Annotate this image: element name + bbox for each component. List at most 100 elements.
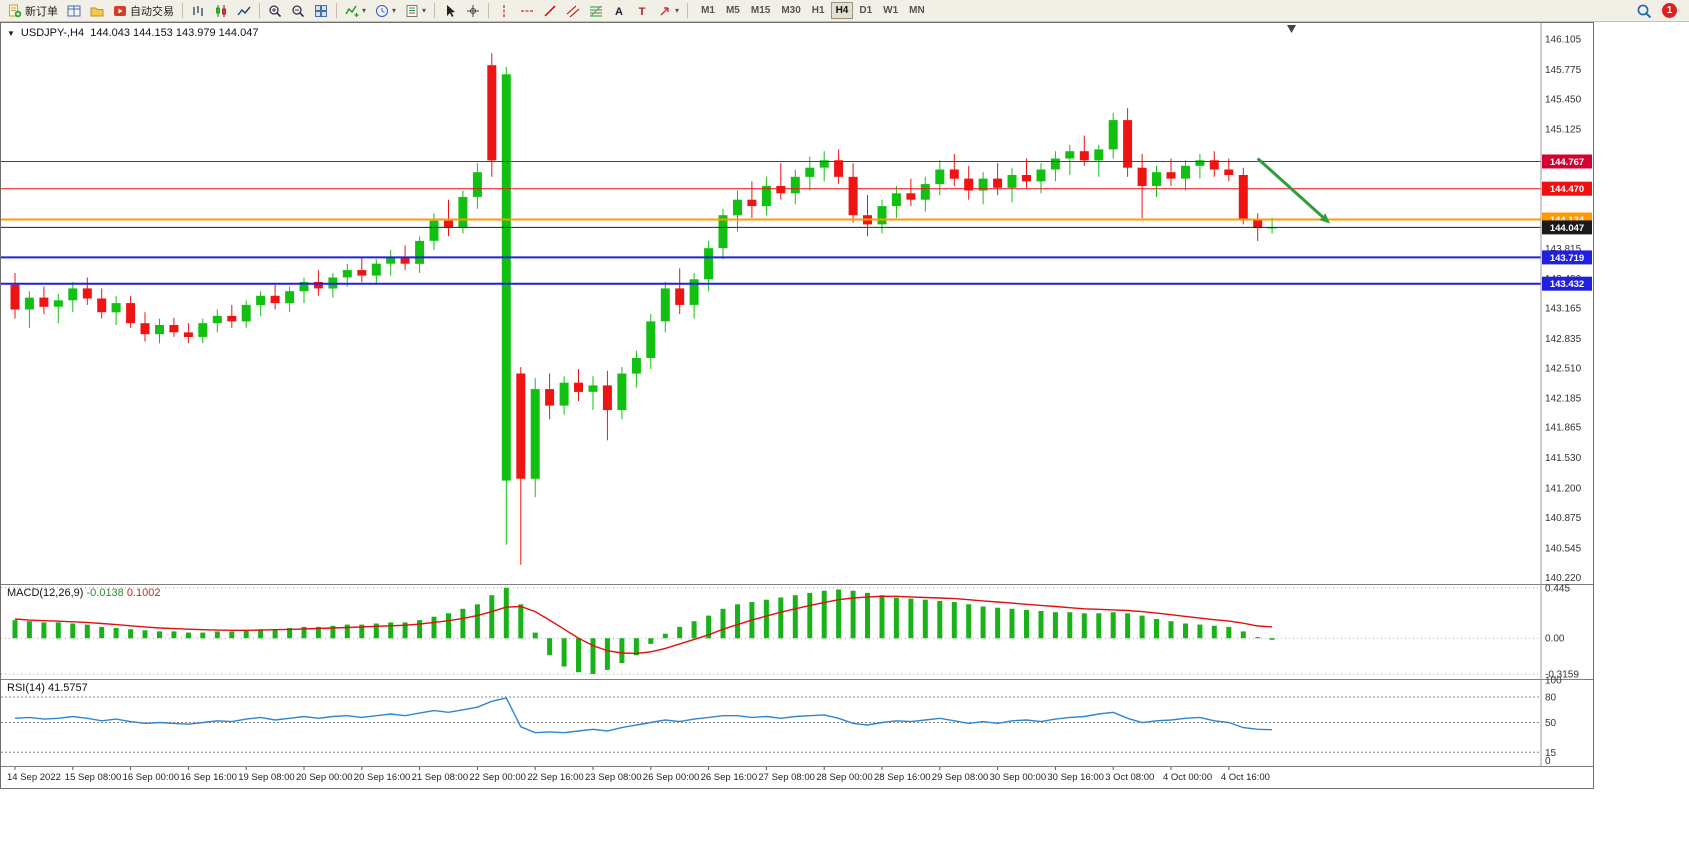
new-order-button[interactable]: 新订单	[4, 1, 62, 20]
one-click-collapse-button[interactable]: ▼	[7, 29, 15, 38]
zoom-in-button[interactable]	[264, 1, 286, 20]
svg-text:T: T	[639, 6, 646, 18]
timeframe-m15-button[interactable]: M15	[746, 2, 775, 19]
trendline-icon	[543, 4, 557, 18]
text-button[interactable]: A	[608, 1, 630, 20]
toolbar-right: 1	[1636, 3, 1685, 19]
svg-text:143.165: 143.165	[1545, 304, 1582, 315]
svg-text:143.719: 143.719	[1550, 253, 1584, 264]
chart-canvas[interactable]: 146.105145.775145.450145.125144.800144.4…	[1, 23, 1593, 788]
vertical-line-button[interactable]	[493, 1, 515, 20]
svg-text:141.200: 141.200	[1545, 483, 1582, 494]
timeframe-d1-button[interactable]: D1	[854, 2, 877, 19]
periods-button[interactable]: ▾	[371, 1, 400, 20]
toolbar-separator	[182, 3, 183, 18]
svg-text:141.530: 141.530	[1545, 453, 1582, 464]
svg-text:142.185: 142.185	[1545, 393, 1582, 404]
auto-trading-button[interactable]: 自动交易	[109, 1, 178, 20]
vline-icon	[497, 4, 511, 18]
timeframe-mn-button[interactable]: MN	[904, 2, 930, 19]
timeframe-m5-button[interactable]: M5	[721, 2, 745, 19]
search-icon[interactable]	[1636, 3, 1652, 19]
svg-text:28 Sep 16:00: 28 Sep 16:00	[874, 772, 931, 783]
line-chart-icon	[237, 4, 251, 18]
bar-chart-mode-button[interactable]	[187, 1, 209, 20]
svg-text:27 Sep 08:00: 27 Sep 08:00	[758, 772, 815, 783]
hline-price-badge	[1542, 276, 1592, 291]
timeframe-buttons: M1 M5 M15 M30 H1 H4 D1 W1 MN	[696, 2, 930, 19]
timeframe-w1-button[interactable]: W1	[878, 2, 903, 19]
text-icon: A	[612, 4, 626, 18]
chart-holder: 146.105145.775145.450145.125144.800144.4…	[1, 23, 1593, 788]
timeframe-m1-button[interactable]: M1	[696, 2, 720, 19]
arrows-button[interactable]: ▾	[654, 1, 683, 20]
toolbar-separator	[488, 3, 490, 18]
toolbar-separator	[434, 3, 436, 18]
svg-text:145.450: 145.450	[1545, 95, 1582, 106]
svg-text:A: A	[615, 6, 623, 18]
hline-price-badge	[1542, 154, 1592, 169]
market-watch-button[interactable]	[63, 1, 85, 20]
bar-chart-icon	[191, 4, 205, 18]
svg-text:144.047: 144.047	[1550, 223, 1584, 234]
svg-text:23 Sep 08:00: 23 Sep 08:00	[585, 772, 642, 783]
svg-text:146.105: 146.105	[1545, 35, 1582, 46]
svg-text:26 Sep 00:00: 26 Sep 00:00	[643, 772, 700, 783]
notification-badge[interactable]: 1	[1662, 3, 1677, 18]
horizontal-line-button[interactable]	[516, 1, 538, 20]
svg-text:30 Sep 00:00: 30 Sep 00:00	[990, 772, 1047, 783]
chart-shift-marker[interactable]	[1287, 25, 1296, 33]
indicators-button[interactable]: ▾	[341, 1, 370, 20]
svg-text:20 Sep 00:00: 20 Sep 00:00	[296, 772, 353, 783]
svg-text:144.767: 144.767	[1550, 157, 1584, 168]
dropdown-caret-icon: ▾	[675, 5, 680, 15]
macd-pane: 0.445 0.00 -0.3159	[1, 583, 1579, 681]
cursor-button[interactable]	[439, 1, 461, 20]
hline-price-badge	[1542, 181, 1592, 196]
svg-text:-0.3159: -0.3159	[1545, 670, 1579, 681]
timeframe-m30-button[interactable]: M30	[776, 2, 805, 19]
trendline-button[interactable]	[539, 1, 561, 20]
new-order-icon	[8, 4, 22, 18]
svg-text:140.220: 140.220	[1545, 573, 1582, 584]
svg-text:14 Sep 2022: 14 Sep 2022	[7, 772, 61, 783]
svg-text:15: 15	[1545, 748, 1557, 759]
zoom-out-icon	[291, 4, 305, 18]
candlestick-series	[10, 53, 1277, 565]
text-label-button[interactable]: T	[631, 1, 653, 20]
template-icon	[405, 4, 419, 18]
svg-text:142.510: 142.510	[1545, 364, 1582, 375]
svg-text:140.875: 140.875	[1545, 513, 1582, 524]
svg-text:0.00: 0.00	[1545, 634, 1565, 645]
time-axis: 14 Sep 2022 15 Sep 08:00 16 Sep 00:00 16 Se…	[7, 767, 1270, 783]
svg-text:140.545: 140.545	[1545, 543, 1582, 554]
svg-text:16 Sep 00:00: 16 Sep 00:00	[123, 772, 180, 783]
fibonacci-retracement-button[interactable]	[585, 1, 607, 20]
arrow-annotation[interactable]	[1256, 157, 1330, 224]
tile-windows-button[interactable]	[310, 1, 332, 20]
pane-separators	[1, 23, 1593, 767]
timeframe-h4-button[interactable]: H4	[830, 2, 854, 19]
timeframe-h1-button[interactable]: H1	[807, 2, 830, 19]
svg-text:4 Oct 16:00: 4 Oct 16:00	[1221, 772, 1270, 783]
auto-trading-label: 自动交易	[130, 5, 174, 18]
svg-text:22 Sep 16:00: 22 Sep 16:00	[527, 772, 584, 783]
navigator-icon	[90, 4, 104, 18]
hline-icon	[520, 4, 534, 18]
cursor-icon	[443, 4, 457, 18]
svg-text:26 Sep 16:00: 26 Sep 16:00	[701, 772, 758, 783]
navigator-button[interactable]	[86, 1, 108, 20]
zoom-out-button[interactable]	[287, 1, 309, 20]
svg-text:19 Sep 08:00: 19 Sep 08:00	[238, 772, 295, 783]
templates-button[interactable]: ▾	[401, 1, 430, 20]
svg-text:143.815: 143.815	[1545, 244, 1582, 255]
auto-trading-icon	[113, 4, 127, 18]
candle-chart-icon	[214, 4, 228, 18]
crosshair-button[interactable]	[462, 1, 484, 20]
toolbar-separator	[336, 3, 337, 18]
candle-chart-mode-button[interactable]	[210, 1, 232, 20]
line-chart-mode-button[interactable]	[233, 1, 255, 20]
svg-text:145.125: 145.125	[1545, 124, 1582, 135]
equidistant-channel-button[interactable]	[562, 1, 584, 20]
